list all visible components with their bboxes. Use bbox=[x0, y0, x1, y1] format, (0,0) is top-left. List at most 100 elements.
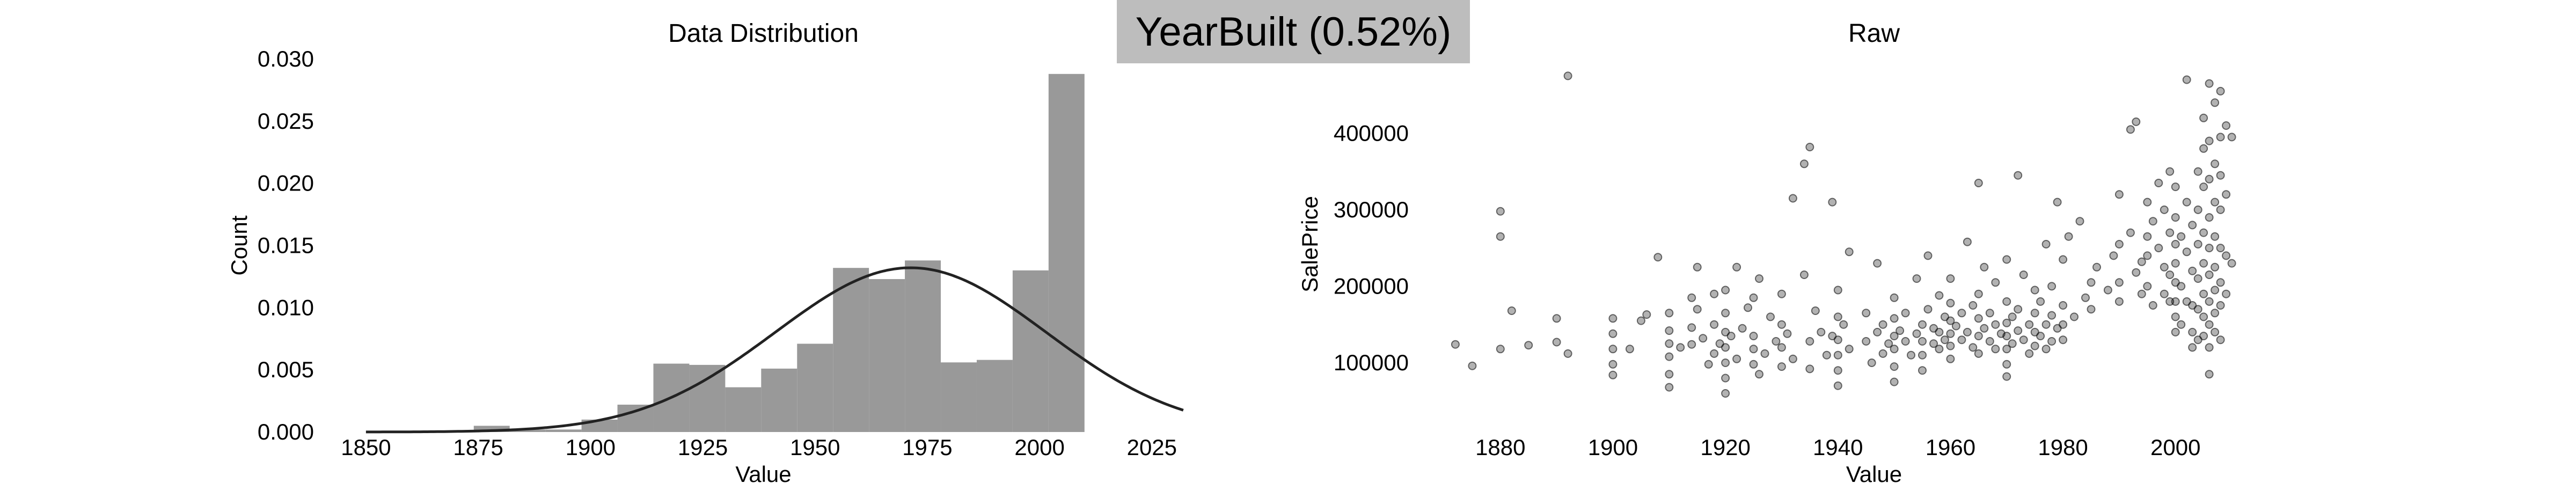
scatter-point bbox=[2053, 197, 2062, 207]
scatter-point bbox=[1608, 370, 1618, 379]
y-axis-label: Count bbox=[226, 215, 252, 275]
scatter-point bbox=[2114, 297, 2124, 306]
scatter-point bbox=[2205, 174, 2214, 184]
scatter-point bbox=[1963, 237, 1972, 246]
x-tick-label: 1950 bbox=[790, 435, 840, 460]
scatter-point bbox=[1777, 343, 1786, 352]
scatter-point bbox=[1749, 360, 1758, 369]
scatter-point bbox=[2041, 320, 2051, 329]
scatter-point bbox=[1845, 247, 1854, 257]
scatter-point bbox=[2216, 244, 2225, 253]
scatter-point bbox=[1946, 274, 1955, 283]
scatter-point bbox=[1833, 381, 1842, 390]
scatter-point bbox=[1923, 251, 1933, 260]
scatter-point bbox=[1974, 289, 1983, 298]
scatter-point bbox=[1985, 337, 1994, 346]
scatter-point bbox=[2008, 339, 2017, 348]
scatter-point bbox=[1749, 293, 1758, 302]
histogram-bar bbox=[1048, 74, 1085, 433]
scatter-point bbox=[2211, 159, 2220, 169]
scatter-point bbox=[1951, 321, 1960, 331]
scatter-point bbox=[1912, 329, 1921, 338]
scatter-point bbox=[1772, 337, 1781, 346]
scatter-point bbox=[1699, 334, 1708, 343]
scatter-point bbox=[1912, 274, 1921, 283]
scatter-point bbox=[2222, 190, 2231, 199]
scatter-point bbox=[2171, 297, 2180, 306]
scatter-point bbox=[1710, 289, 1719, 298]
scatter-point bbox=[2205, 213, 2214, 222]
scatter-point bbox=[2114, 240, 2124, 248]
scatter-point bbox=[1845, 345, 1854, 354]
histogram-title: Data Distribution bbox=[668, 19, 859, 48]
scatter-point bbox=[2030, 341, 2039, 350]
scatter-point bbox=[1884, 339, 1893, 348]
scatter-point bbox=[2059, 255, 2068, 264]
scatter-point bbox=[2064, 232, 2073, 241]
scatter-point bbox=[1873, 259, 1882, 268]
scatter-point bbox=[1665, 326, 1674, 335]
scatter-point bbox=[2154, 244, 2163, 253]
y-tick-label: 0.010 bbox=[258, 295, 314, 320]
scatter-point bbox=[1496, 207, 1505, 216]
scatter-point bbox=[2154, 179, 2163, 187]
scatter-point bbox=[1693, 305, 1702, 314]
y-tick-label: 0.020 bbox=[258, 171, 314, 196]
y-tick-label: 0.025 bbox=[258, 108, 314, 134]
scatter-point bbox=[1665, 352, 1674, 361]
x-tick-label: 2000 bbox=[1014, 435, 1064, 460]
scatter-point bbox=[2199, 259, 2208, 268]
scatter-point bbox=[1563, 349, 1572, 358]
scatter-point bbox=[1974, 332, 1983, 341]
scatter-point bbox=[1833, 286, 1842, 295]
scatter-point bbox=[1665, 309, 1674, 318]
histogram-bar bbox=[797, 343, 833, 432]
scatter-point bbox=[2148, 301, 2157, 310]
y-axis-label: SalePrice bbox=[1297, 196, 1322, 292]
scatter-point bbox=[2025, 349, 2034, 358]
scatter-point bbox=[1721, 309, 1730, 318]
histogram-bar bbox=[617, 405, 654, 432]
scatter-point bbox=[2211, 309, 2220, 318]
scatter-point bbox=[2205, 79, 2214, 88]
scatter-point bbox=[1839, 320, 1848, 329]
scatter-point bbox=[1901, 309, 1910, 318]
scatter-point bbox=[2030, 286, 2039, 295]
scatter-point bbox=[1896, 326, 1905, 335]
scatter-point bbox=[2019, 270, 2028, 279]
scatter-point bbox=[2211, 197, 2220, 207]
scatter-point bbox=[1625, 345, 1634, 354]
histogram-bar bbox=[473, 426, 510, 432]
scatter-point bbox=[1687, 340, 1696, 349]
scatter-point bbox=[2216, 301, 2225, 310]
scatter-point bbox=[1468, 361, 1477, 370]
scatter-point bbox=[2171, 213, 2180, 222]
scatter-point bbox=[2193, 240, 2202, 248]
scatter-point bbox=[1946, 329, 1955, 338]
scatter-point bbox=[2103, 286, 2112, 295]
scatter-point bbox=[1878, 320, 1887, 329]
scatter-point bbox=[1507, 306, 1516, 315]
scatter-point bbox=[2160, 289, 2169, 298]
scatter-point bbox=[2132, 268, 2141, 277]
scatter-point bbox=[1918, 366, 1927, 375]
scatter-point bbox=[1991, 320, 2000, 329]
scatter-point bbox=[1890, 293, 1899, 302]
scatter-point bbox=[2002, 332, 2011, 341]
x-axis-label: Value bbox=[1846, 462, 1902, 483]
scatter-point bbox=[2171, 327, 2180, 336]
scatter-point bbox=[1890, 345, 1899, 354]
scatter-point bbox=[2216, 133, 2225, 142]
scatter-point bbox=[2222, 251, 2231, 260]
scatter-point bbox=[2205, 270, 2214, 279]
scatter-point bbox=[1676, 343, 1685, 352]
scatter-point bbox=[2193, 205, 2202, 214]
x-tick-label: 1975 bbox=[902, 435, 952, 460]
scatter-point bbox=[2059, 301, 2068, 310]
scatter-point bbox=[1608, 345, 1618, 354]
scatter-point bbox=[2081, 293, 2090, 302]
scatter-point bbox=[2177, 282, 2186, 291]
scatter-point bbox=[1451, 340, 1460, 349]
scatter-point bbox=[1878, 349, 1887, 358]
scatter-point bbox=[1721, 374, 1730, 383]
